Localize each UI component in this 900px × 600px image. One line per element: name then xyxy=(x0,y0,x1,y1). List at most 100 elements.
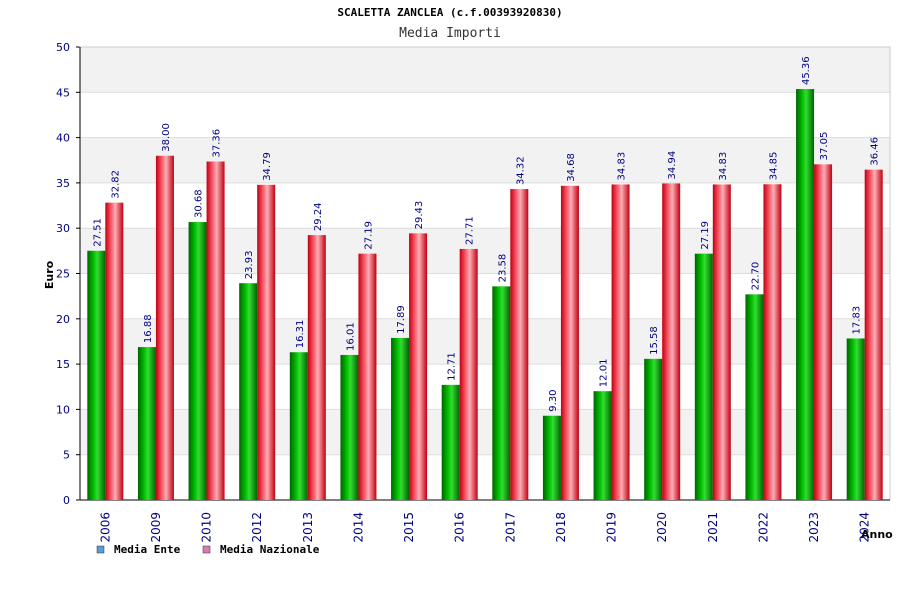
y-tick-label: 50 xyxy=(56,41,70,54)
bar-media-ente-2012 xyxy=(239,283,258,500)
x-tick-label: 2009 xyxy=(149,512,163,543)
legend-label-media-nazionale: Media Nazionale xyxy=(220,543,320,556)
x-tick-label: 2010 xyxy=(200,512,214,543)
bar-media-ente-2006 xyxy=(87,250,106,500)
x-tick-label: 2013 xyxy=(301,512,315,543)
bar-media-ente-2017 xyxy=(492,286,511,500)
value-label: 16.31 xyxy=(295,320,306,349)
value-label: 15.58 xyxy=(649,326,660,355)
bar-media-ente-2020 xyxy=(644,358,663,500)
value-label: 16.88 xyxy=(143,314,154,343)
x-tick-label: 2020 xyxy=(655,512,669,543)
value-label: 34.32 xyxy=(515,156,526,185)
value-label: 29.24 xyxy=(313,202,324,231)
bar-media-nazionale-2018 xyxy=(560,185,579,500)
y-tick-label: 15 xyxy=(56,358,70,371)
value-label: 34.94 xyxy=(667,151,678,180)
bar-media-ente-2021 xyxy=(694,253,713,500)
bar-media-nazionale-2024 xyxy=(864,169,883,500)
value-label: 23.93 xyxy=(244,251,255,280)
value-label: 12.01 xyxy=(599,359,610,388)
y-tick-label: 5 xyxy=(63,449,70,462)
value-label: 34.85 xyxy=(768,152,779,181)
bar-media-nazionale-2022 xyxy=(763,184,782,500)
x-tick-label: 2022 xyxy=(756,512,770,543)
bar-media-ente-2015 xyxy=(391,337,410,500)
bar-media-nazionale-2016 xyxy=(459,248,478,500)
x-tick-label: 2021 xyxy=(706,512,720,543)
chart-subtitle: Media Importi xyxy=(399,26,501,41)
bar-media-ente-2023 xyxy=(796,89,815,501)
y-axis-label: Euro xyxy=(43,260,56,289)
value-label: 12.71 xyxy=(447,352,458,381)
x-tick-label: 2024 xyxy=(858,512,872,543)
legend-swatch-media-nazionale xyxy=(202,545,211,554)
value-label: 34.68 xyxy=(566,153,577,182)
y-tick-label: 30 xyxy=(56,222,70,235)
bar-media-nazionale-2023 xyxy=(814,164,833,500)
x-tick-label: 2014 xyxy=(351,512,365,543)
bar-media-nazionale-2010 xyxy=(206,161,225,500)
bar-media-nazionale-2017 xyxy=(510,189,529,501)
bar-media-nazionale-2021 xyxy=(712,184,731,501)
bar-media-ente-2009 xyxy=(137,347,156,500)
bar-media-ente-2016 xyxy=(441,384,460,500)
x-tick-label: 2015 xyxy=(402,512,416,543)
value-label: 34.83 xyxy=(718,152,729,181)
chart-title: SCALETTA ZANCLEA (c.f.00393920830) xyxy=(337,6,562,19)
value-label: 22.70 xyxy=(750,262,761,291)
x-tick-label: 2017 xyxy=(503,512,517,543)
value-label: 30.68 xyxy=(194,189,205,218)
value-label: 38.00 xyxy=(161,123,172,152)
x-tick-label: 2012 xyxy=(250,512,264,543)
legend: Media Ente Media Nazionale xyxy=(96,543,320,556)
bar-media-nazionale-2009 xyxy=(155,155,174,500)
x-ticks-layer: 2006 2009 2010 2012 2013 2014 2015 2016 2017 2018… xyxy=(98,512,871,543)
bar-media-nazionale-2006 xyxy=(105,202,124,500)
value-label: 45.36 xyxy=(801,56,812,85)
bar-media-nazionale-2012 xyxy=(257,184,276,500)
bar-media-nazionale-2015 xyxy=(409,233,428,500)
grid-band xyxy=(80,47,890,93)
bar-media-nazionale-2019 xyxy=(611,184,630,501)
value-label: 27.19 xyxy=(363,221,374,250)
value-label: 34.79 xyxy=(262,152,273,181)
x-axis-label: Anno xyxy=(861,528,893,541)
bar-media-ente-2013 xyxy=(289,352,308,500)
value-label: 36.46 xyxy=(870,137,881,166)
y-tick-label: 0 xyxy=(63,494,70,507)
legend-swatch-media-ente xyxy=(96,545,105,554)
value-label: 27.51 xyxy=(92,218,103,247)
value-label: 27.71 xyxy=(465,216,476,245)
y-tick-label: 35 xyxy=(56,177,70,190)
x-tick-label: 2016 xyxy=(453,512,467,543)
x-tick-label: 2023 xyxy=(807,512,821,543)
value-label: 17.83 xyxy=(852,306,863,335)
value-label: 37.05 xyxy=(819,132,830,161)
y-tick-label: 25 xyxy=(56,268,70,281)
x-tick-label: 2019 xyxy=(605,512,619,543)
x-tick-label: 2006 xyxy=(98,512,112,543)
y-tick-label: 40 xyxy=(56,132,70,145)
bar-media-ente-2024 xyxy=(846,338,865,500)
bar-media-nazionale-2014 xyxy=(358,253,377,500)
value-label: 23.58 xyxy=(497,254,508,283)
bar-media-ente-2022 xyxy=(745,294,764,500)
bar-media-nazionale-2020 xyxy=(662,183,681,500)
value-label: 37.36 xyxy=(212,129,223,158)
y-tick-label: 45 xyxy=(56,86,70,99)
y-tick-label: 20 xyxy=(56,313,70,326)
value-label: 17.89 xyxy=(396,305,407,334)
value-label: 9.30 xyxy=(548,389,559,411)
value-label: 27.19 xyxy=(700,221,711,250)
bar-media-ente-2018 xyxy=(542,415,561,500)
bars-layer xyxy=(87,89,883,501)
bar-media-ente-2010 xyxy=(188,222,207,501)
y-tick-label: 10 xyxy=(56,403,70,416)
x-tick-label: 2018 xyxy=(554,512,568,543)
value-label: 16.01 xyxy=(345,322,356,351)
bar-media-ente-2014 xyxy=(340,354,359,500)
value-labels-layer: 27.51 32.82 16.88 38.00 30.68 37.36 23.93 34.79… xyxy=(92,56,880,411)
